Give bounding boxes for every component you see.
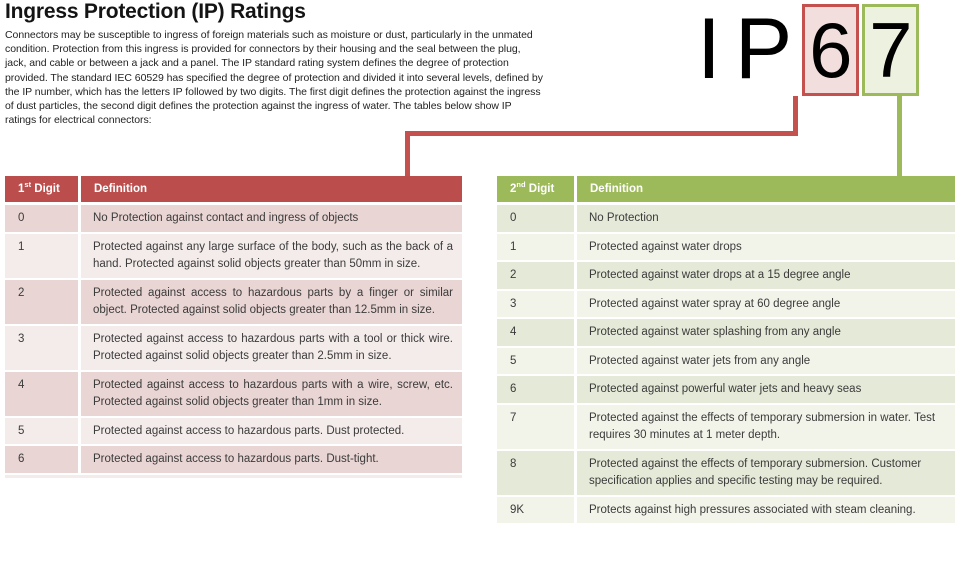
table-row: 3 Protected against access to hazardous … (5, 325, 462, 372)
table-bottom-strip (5, 474, 462, 478)
digit-cell: 3 (497, 290, 577, 319)
definition-cell: Protected against access to hazardous pa… (81, 371, 462, 418)
digit-cell: 0 (5, 205, 81, 234)
second-digit-table: 2nd Digit Definition 0 No Protection 1 P… (497, 176, 955, 525)
table-row: 3 Protected against water spray at 60 de… (497, 290, 955, 319)
digit-cell: 7 (497, 404, 577, 451)
ip-letter-p: P (734, 1, 793, 97)
table-header-row: 2nd Digit Definition (497, 176, 955, 205)
table-row: 4 Protected against water splashing from… (497, 319, 955, 348)
table-row: 8 Protected against the effects of tempo… (497, 450, 955, 497)
definition-cell: No Protection against contact and ingres… (81, 205, 462, 234)
first-digit-box: 6 (802, 3, 860, 96)
digit-cell: 9K (497, 496, 577, 525)
digit-cell: 8 (497, 450, 577, 497)
table-row: 9K Protects against high pressures assoc… (497, 496, 955, 525)
page-title: Ingress Protection (IP) Ratings (5, 0, 306, 23)
definition-cell: Protected against the effects of tempora… (577, 450, 955, 497)
table-row: 0 No Protection (497, 205, 955, 234)
table-row: 6 Protected against access to hazardous … (5, 446, 462, 475)
definition-cell: Protected against any large surface of t… (81, 233, 462, 280)
first-digit-table: 1st Digit Definition 0 No Protection aga… (5, 176, 462, 478)
digit-cell: 4 (497, 319, 577, 348)
table-row: 2 Protected against access to hazardous … (5, 279, 462, 326)
digit-cell: 6 (5, 446, 81, 475)
table-row: 5 Protected against water jets from any … (497, 347, 955, 376)
second-digit-box: 7 (862, 3, 920, 96)
red-connector-line-vertical-bottom (405, 131, 410, 176)
green-connector-line (897, 96, 902, 177)
digit-cell: 0 (497, 205, 577, 234)
digit-cell: 2 (497, 262, 577, 291)
ip-rating-graphic: I P 6 7 (690, 1, 920, 97)
digit-cell: 5 (5, 417, 81, 446)
table-row: 7 Protected against the effects of tempo… (497, 404, 955, 451)
intro-paragraph: Connectors may be susceptible to ingress… (5, 29, 543, 127)
definition-cell: Protected against water jets from any an… (577, 347, 955, 376)
definition-cell: No Protection (577, 205, 955, 234)
digit-cell: 5 (497, 347, 577, 376)
definition-cell: Protected against powerful water jets an… (577, 376, 955, 405)
red-connector-line-horizontal (405, 131, 798, 136)
definition-column-header: Definition (81, 176, 462, 205)
definition-cell: Protected against the effects of tempora… (577, 404, 955, 451)
table-header-row: 1st Digit Definition (5, 176, 462, 205)
red-connector-line-vertical-top (793, 96, 798, 136)
table-row: 1 Protected against any large surface of… (5, 233, 462, 280)
definition-cell: Protected against water drops at a 15 de… (577, 262, 955, 291)
definition-cell: Protected against access to hazardous pa… (81, 446, 462, 475)
definition-cell: Protected against water spray at 60 degr… (577, 290, 955, 319)
ip-letter-i: I (697, 1, 721, 97)
definition-cell: Protected against water splashing from a… (577, 319, 955, 348)
digit-cell: 3 (5, 325, 81, 372)
table-row: 5 Protected against access to hazardous … (5, 417, 462, 446)
digit-cell: 2 (5, 279, 81, 326)
table-row: 1 Protected against water drops (497, 233, 955, 262)
definition-cell: Protected against access to hazardous pa… (81, 325, 462, 372)
definition-cell: Protected against access to hazardous pa… (81, 279, 462, 326)
definition-column-header: Definition (577, 176, 955, 205)
definition-cell: Protected against access to hazardous pa… (81, 417, 462, 446)
digit-cell: 1 (497, 233, 577, 262)
table-row: 0 No Protection against contact and ingr… (5, 205, 462, 234)
definition-cell: Protected against water drops (577, 233, 955, 262)
definition-cell: Protects against high pressures associat… (577, 496, 955, 525)
first-digit-column-header: 1st Digit (5, 176, 81, 205)
digit-cell: 4 (5, 371, 81, 418)
digit-cell: 1 (5, 233, 81, 280)
table-row: 4 Protected against access to hazardous … (5, 371, 462, 418)
second-digit-column-header: 2nd Digit (497, 176, 577, 205)
table-row: 2 Protected against water drops at a 15 … (497, 262, 955, 291)
table-row: 6 Protected against powerful water jets … (497, 376, 955, 405)
digit-cell: 6 (497, 376, 577, 405)
